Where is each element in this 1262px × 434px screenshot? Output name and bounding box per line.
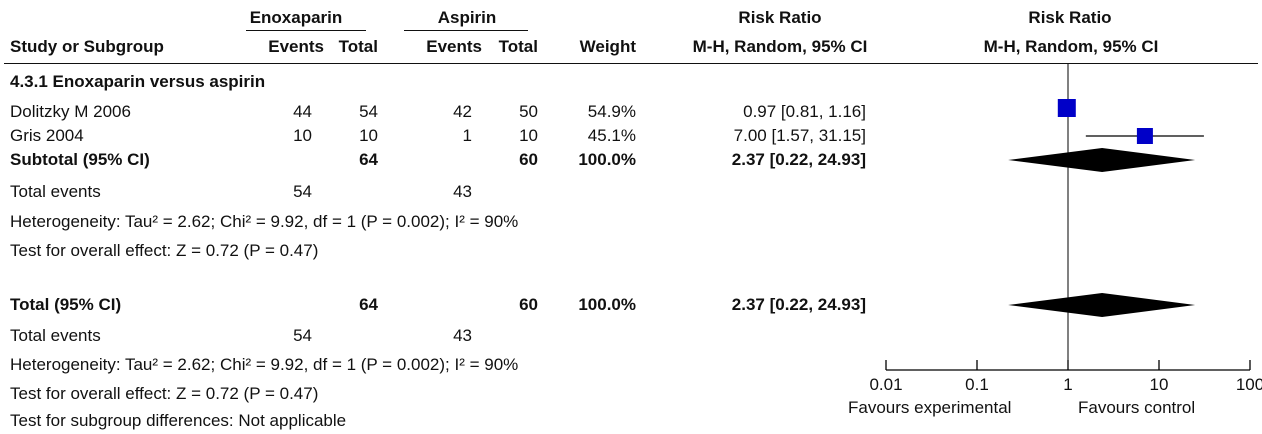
header-rule	[4, 63, 1258, 64]
total-events-label: Total events	[10, 326, 101, 345]
x-tick-label: 0.1	[965, 375, 989, 394]
total-events1: 54	[293, 326, 312, 345]
total1-cell: 54	[359, 102, 378, 121]
rr-method-header: M-H, Random, 95% CI	[692, 37, 868, 56]
heterogeneity-text: Heterogeneity: Tau² = 2.62; Chi² = 9.92,…	[10, 355, 519, 374]
x-tick-label: 100	[1236, 375, 1262, 394]
total2-cell: 10	[519, 126, 538, 145]
subgroup-differences-text: Test for subgroup differences: Not appli…	[10, 411, 347, 430]
events2-cell: 42	[453, 102, 472, 121]
events2-header: Events	[426, 37, 482, 56]
events1-cell: 44	[293, 102, 312, 121]
group1-header: Enoxaparin	[249, 8, 343, 27]
overall-effect-text: Test for overall effect: Z = 0.72 (P = 0…	[10, 384, 319, 403]
total-events2: 43	[453, 182, 472, 201]
x-tick-label: 1	[1063, 375, 1072, 394]
total-label: Total (95% CI)	[10, 295, 122, 314]
weight-header: Weight	[579, 37, 636, 56]
favours-right-label: Favours control	[1078, 398, 1196, 417]
events1-cell: 10	[293, 126, 312, 145]
total-ci: 2.37 [0.22, 24.93]	[731, 295, 866, 314]
total-total1: 64	[359, 295, 378, 314]
ci-cell: 0.97 [0.81, 1.16]	[743, 102, 866, 121]
subtotal-ci: 2.37 [0.22, 24.93]	[731, 150, 866, 169]
study-marker	[1057, 99, 1076, 117]
group1-underline	[246, 30, 366, 31]
total-events-label: Total events	[10, 182, 101, 201]
total-weight: 100.0%	[578, 295, 636, 314]
total-events1: 54	[293, 182, 312, 201]
study-name: Dolitzky M 2006	[10, 102, 131, 121]
total-events2: 43	[453, 326, 472, 345]
subtotal-weight: 100.0%	[578, 150, 636, 169]
study-name: Gris 2004	[10, 126, 84, 145]
study-column-header: Study or Subgroup	[10, 37, 164, 56]
rr-column-title: Risk Ratio	[738, 8, 822, 27]
subgroup-title: 4.3.1 Enoxaparin versus aspirin	[10, 72, 266, 91]
heterogeneity-text: Heterogeneity: Tau² = 2.62; Chi² = 9.92,…	[10, 212, 519, 231]
pooled-diamond	[1008, 148, 1196, 172]
subtotal-total2: 60	[519, 150, 538, 169]
events1-header: Events	[268, 37, 324, 56]
total1-cell: 10	[359, 126, 378, 145]
plot-column-title: Risk Ratio	[1028, 8, 1112, 27]
x-tick-label: 0.01	[869, 375, 902, 394]
group2-header: Aspirin	[437, 8, 497, 27]
x-tick-label: 10	[1150, 375, 1169, 394]
pooled-diamond	[1008, 293, 1196, 317]
weight-cell: 54.9%	[587, 102, 636, 121]
study-marker	[1136, 128, 1153, 144]
total2-cell: 50	[519, 102, 538, 121]
ci-cell: 7.00 [1.57, 31.15]	[733, 126, 866, 145]
weight-cell: 45.1%	[587, 126, 636, 145]
group2-underline	[404, 30, 528, 31]
favours-left-label: Favours experimental	[848, 398, 1012, 417]
total2-header: Total	[498, 37, 538, 56]
subtotal-total1: 64	[359, 150, 378, 169]
total-total2: 60	[519, 295, 538, 314]
subtotal-label: Subtotal (95% CI)	[10, 150, 150, 169]
events2-cell: 1	[462, 126, 472, 145]
plot-method-header: M-H, Random, 95% CI	[983, 37, 1159, 56]
overall-effect-text: Test for overall effect: Z = 0.72 (P = 0…	[10, 241, 319, 260]
total1-header: Total	[338, 37, 378, 56]
